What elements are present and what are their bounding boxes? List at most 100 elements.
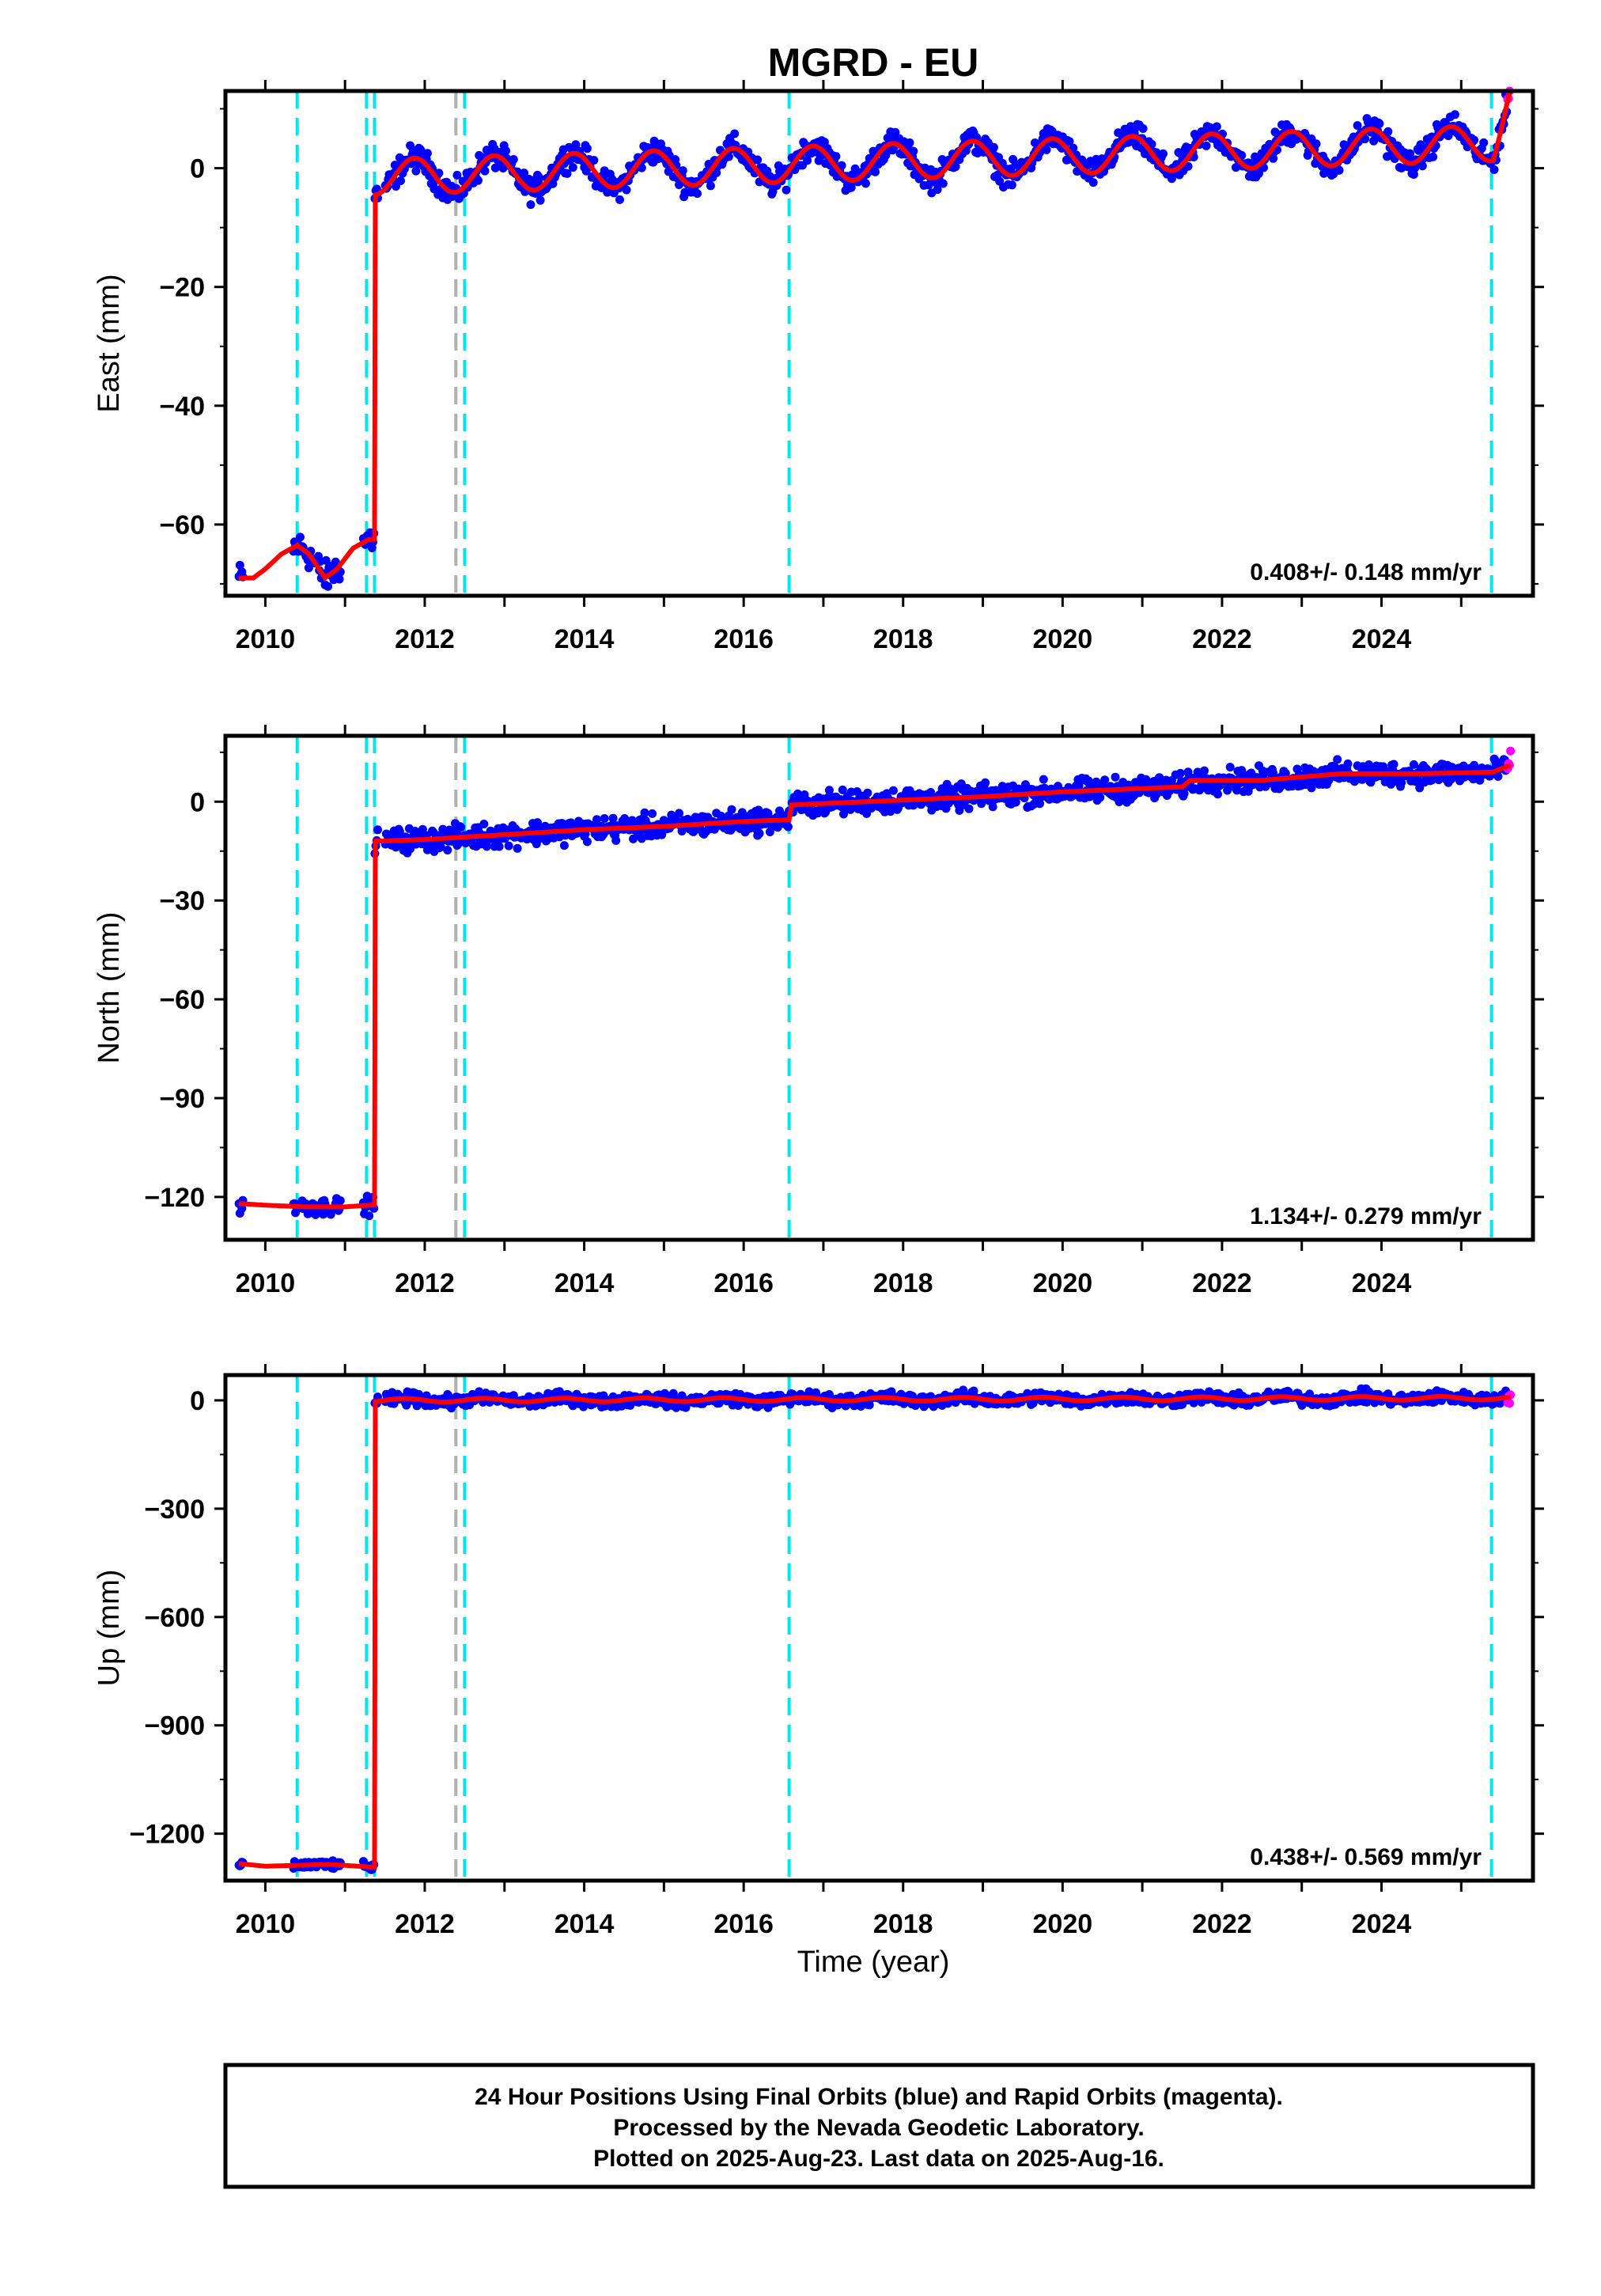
plot-area <box>225 91 1533 596</box>
final-point <box>871 167 880 176</box>
final-point <box>905 138 914 147</box>
y-axis-label: Up (mm) <box>93 1570 126 1687</box>
final-point <box>559 841 569 851</box>
rapid-point <box>1504 1399 1514 1408</box>
final-point <box>1069 143 1078 153</box>
y-tick-label: −120 <box>144 1183 205 1213</box>
final-point <box>335 1196 345 1205</box>
final-point <box>443 846 452 854</box>
final-point <box>396 176 405 185</box>
final-point <box>693 189 702 199</box>
x-tick-label: 2020 <box>1033 624 1093 654</box>
x-tick-label: 2014 <box>554 1909 615 1939</box>
footer-line-3: Plotted on 2025-Aug-23. Last data on 202… <box>593 2146 1164 2172</box>
final-point <box>1225 763 1235 772</box>
final-point <box>1343 759 1353 768</box>
final-point <box>568 163 577 172</box>
final-point <box>600 814 609 823</box>
panel-2: 0 −30 −60 −90 −120 2010 2012 2014 2016 2018 2020 20… <box>93 725 1544 1298</box>
final-point <box>1333 755 1342 764</box>
final-point <box>582 837 592 847</box>
y-axis-label: North (mm) <box>93 911 126 1063</box>
final-point <box>535 173 544 183</box>
velocity-label: 0.438+/- 0.569 mm/yr <box>1250 1844 1482 1870</box>
x-tick-label: 2022 <box>1192 1909 1252 1939</box>
final-point <box>1450 110 1459 119</box>
final-point <box>456 823 466 832</box>
y-axis-label: East (mm) <box>93 274 126 412</box>
final-point <box>422 149 432 158</box>
x-tick-label: 2024 <box>1352 1909 1412 1939</box>
panel-1: 0 −20 −40 −60 2010 2012 2014 2016 2018 2020 2022 20… <box>93 80 1544 654</box>
final-point <box>1175 768 1185 778</box>
y-tick-label: −90 <box>159 1084 205 1114</box>
final-point <box>1159 149 1168 158</box>
x-tick-label: 2024 <box>1352 1268 1412 1298</box>
final-point <box>1100 775 1110 785</box>
rapid-point <box>1506 746 1516 756</box>
final-point <box>1088 178 1098 188</box>
final-point <box>615 195 624 204</box>
final-point <box>1039 775 1048 784</box>
y-tick-label: −300 <box>144 1495 205 1525</box>
final-point <box>611 835 621 845</box>
final-point <box>504 841 513 851</box>
final-point <box>1231 163 1240 172</box>
y-tick-label: −1200 <box>130 1820 206 1850</box>
final-point <box>964 804 974 813</box>
final-point <box>513 843 522 853</box>
final-point <box>365 1211 374 1221</box>
velocity-label: 1.134+/- 0.279 mm/yr <box>1250 1203 1482 1229</box>
final-point <box>526 200 536 210</box>
final-point <box>1138 124 1148 133</box>
final-point <box>730 129 740 138</box>
final-point <box>452 170 462 180</box>
final-point <box>755 828 764 838</box>
final-point <box>678 166 687 176</box>
plot-area <box>225 1375 1533 1881</box>
final-point <box>1479 138 1489 147</box>
final-point <box>479 820 489 828</box>
final-point <box>1212 122 1221 131</box>
y-tick-label: −40 <box>159 392 205 422</box>
final-point <box>861 179 870 188</box>
x-axis-label: Time (year) <box>797 1946 950 1979</box>
final-point <box>951 162 960 172</box>
final-point <box>1007 180 1016 190</box>
final-point <box>1202 141 1211 150</box>
final-point <box>304 563 313 573</box>
final-point <box>1065 137 1074 146</box>
y-tick-label: −900 <box>144 1711 205 1741</box>
x-tick-label: 2022 <box>1192 1268 1252 1298</box>
final-point <box>863 788 872 798</box>
y-tick-label: 0 <box>190 1386 205 1416</box>
x-tick-label: 2020 <box>1033 1909 1093 1939</box>
final-point <box>1042 145 1051 154</box>
final-point <box>622 185 631 195</box>
final-point <box>536 195 545 205</box>
velocity-label: 0.408+/- 0.148 mm/yr <box>1250 559 1482 585</box>
footer-line-2: Processed by the Nevada Geodetic Laborat… <box>613 2115 1144 2141</box>
final-point <box>1429 152 1438 161</box>
final-point <box>582 144 592 153</box>
final-point <box>1417 161 1427 171</box>
final-point <box>571 140 581 150</box>
final-point <box>782 185 791 195</box>
final-point <box>846 183 856 192</box>
final-point <box>648 809 657 818</box>
final-point <box>235 560 244 570</box>
x-tick-label: 2018 <box>873 1268 933 1298</box>
final-point <box>373 825 382 835</box>
final-point <box>837 161 846 170</box>
final-point <box>988 802 997 812</box>
final-point <box>675 809 683 818</box>
final-point <box>727 805 736 814</box>
final-point <box>1375 119 1384 128</box>
x-tick-label: 2016 <box>713 1268 774 1298</box>
panel-3: 0 −300 −600 −900 −1200 2010 2012 2014 2016 2018 20… <box>93 1364 1544 1939</box>
footer-line-1: 24 Hour Positions Using Final Orbits (bl… <box>475 2084 1283 2110</box>
x-tick-label: 2018 <box>873 624 933 654</box>
x-tick-label: 2016 <box>713 1909 774 1939</box>
final-point <box>589 156 599 165</box>
